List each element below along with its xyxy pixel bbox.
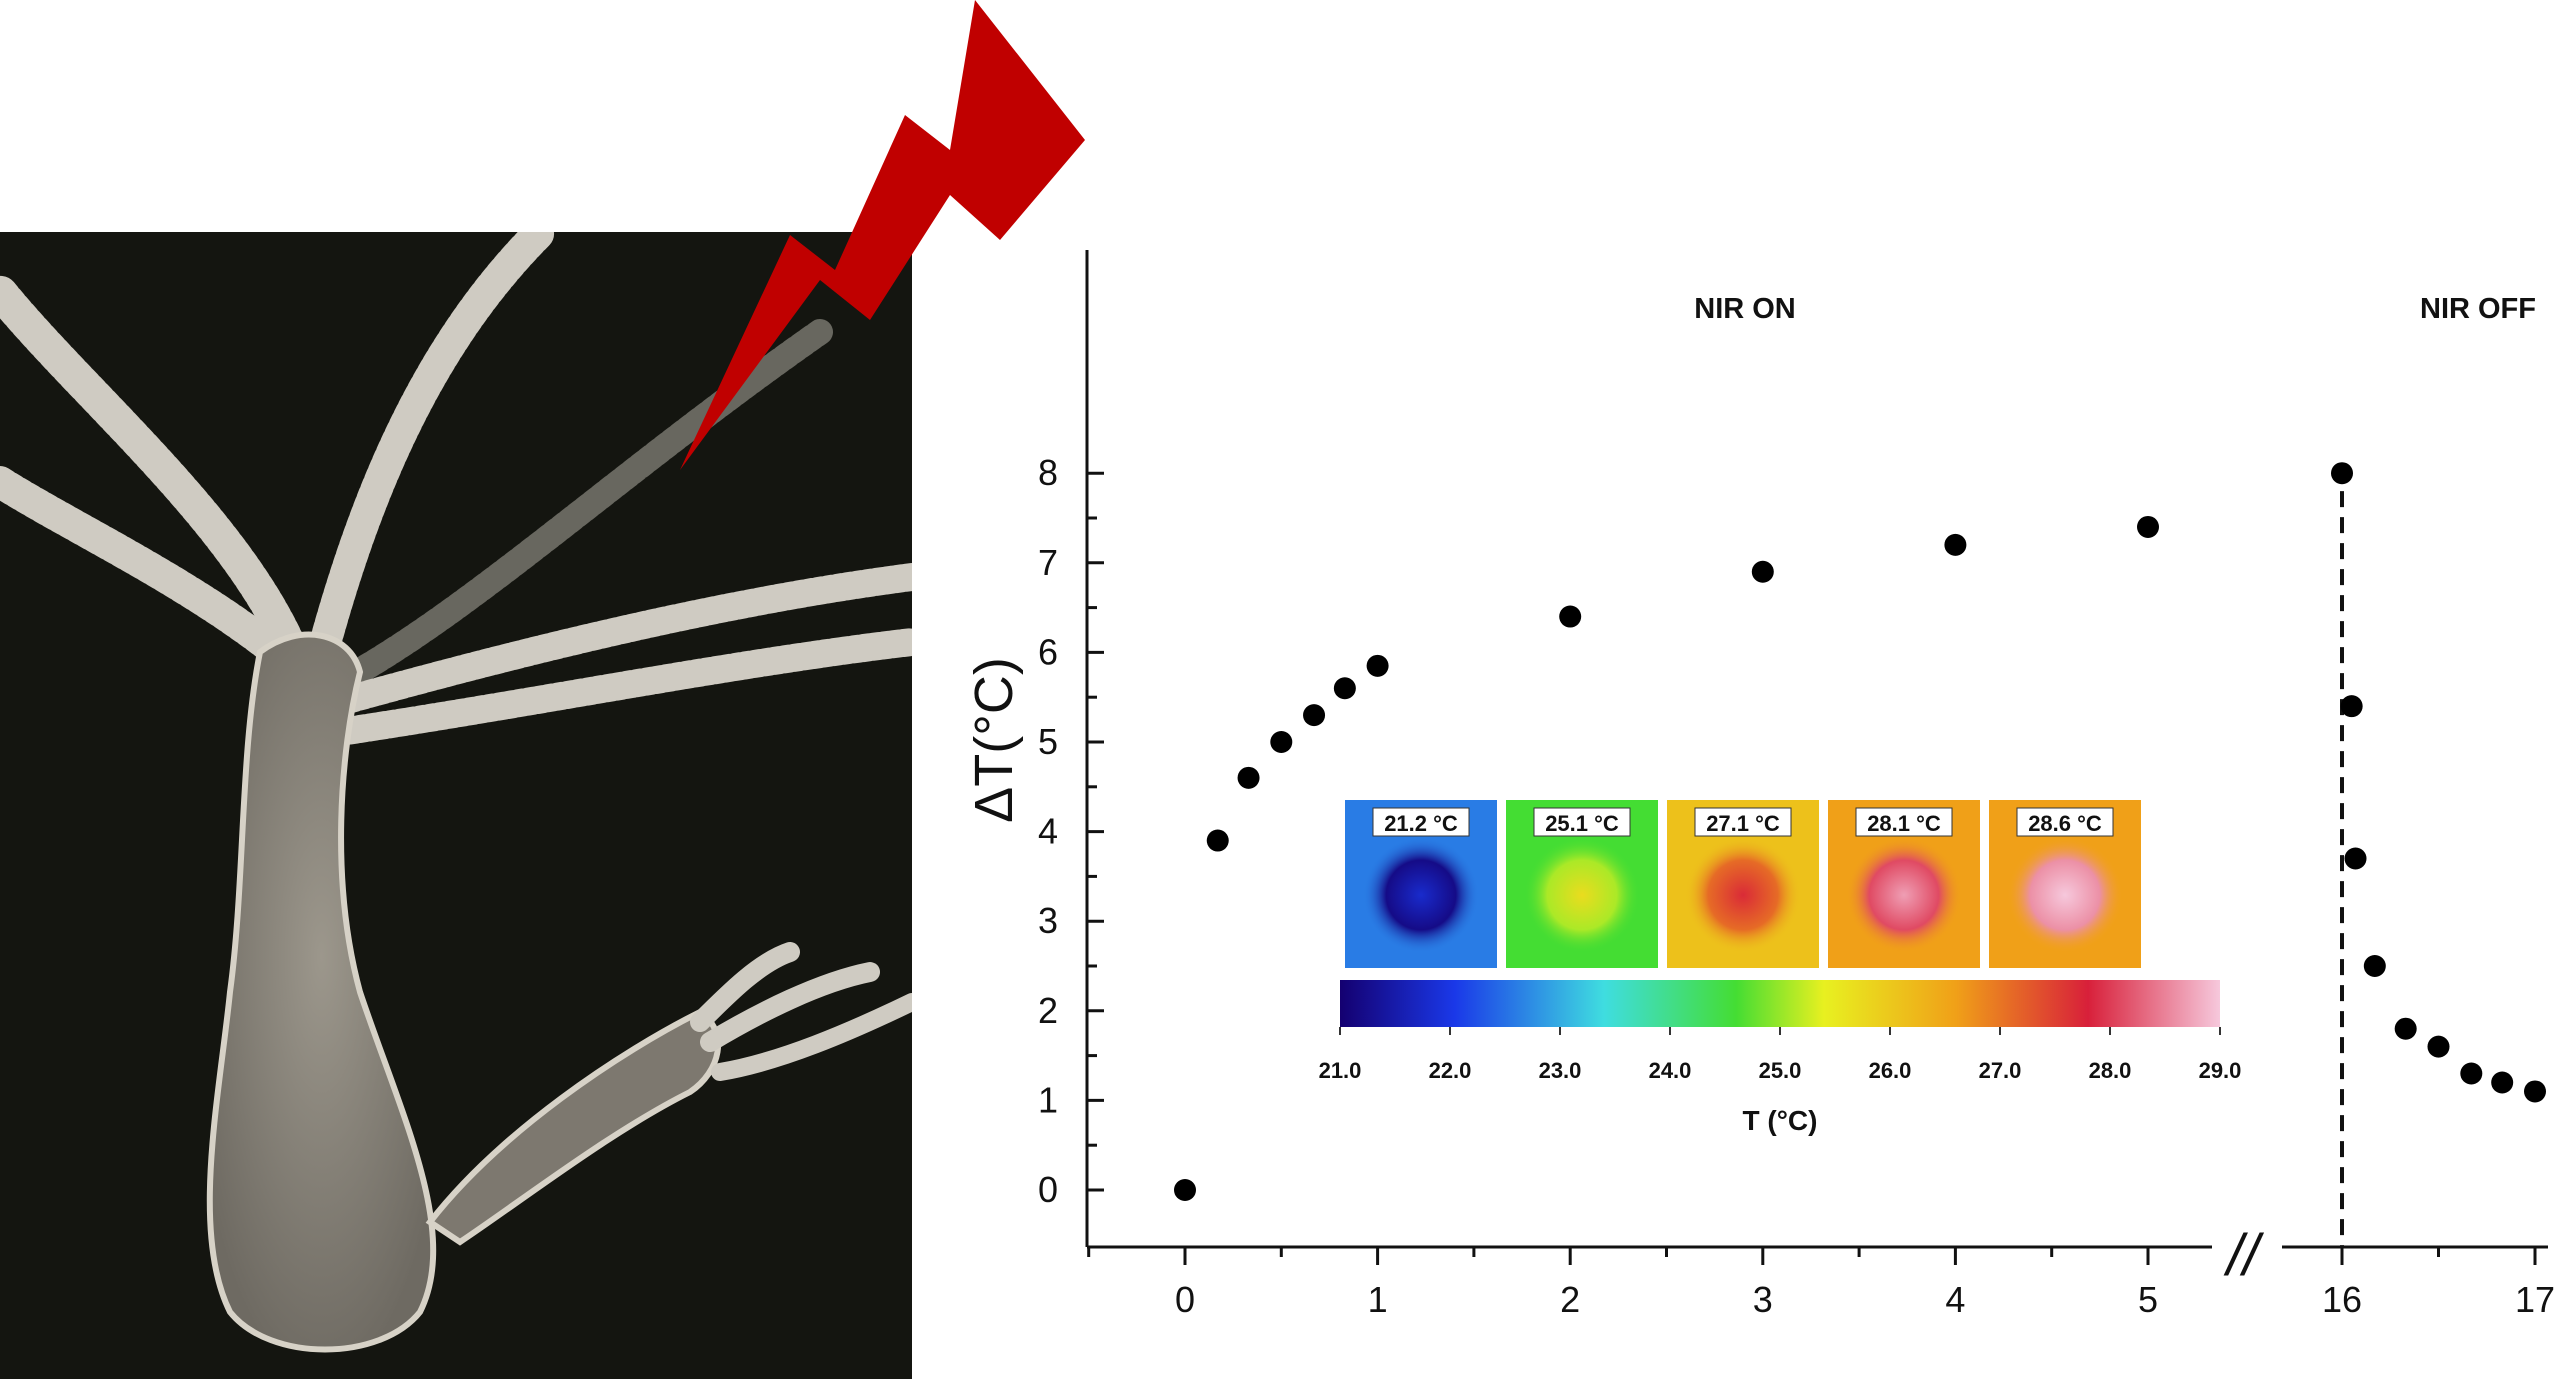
data-points — [1174, 462, 2546, 1201]
data-point — [1944, 533, 1967, 556]
data-point — [2344, 847, 2367, 870]
data-point — [1237, 766, 1260, 789]
thermal-image: 25.1 °C — [1506, 800, 1658, 968]
y-tick-label: 8 — [1038, 452, 1058, 493]
data-point — [2137, 515, 2159, 538]
lightning-bolt-icon — [680, 0, 1085, 470]
thermal-image-label: 25.1 °C — [1545, 811, 1619, 836]
hydra-photo — [0, 232, 912, 1379]
colorbar-tick-label: 21.0 — [1319, 1058, 1362, 1083]
colorbar-tick-label: 27.0 — [1979, 1058, 2022, 1083]
x-tick-label: 5 — [2138, 1279, 2158, 1320]
thermal-image: 28.1 °C — [1828, 800, 1980, 968]
colorbar-tick-label: 22.0 — [1429, 1058, 1472, 1083]
thermal-image: 27.1 °C — [1667, 800, 1819, 968]
annotation-nir-off: NIR OFF — [2420, 293, 2536, 325]
colorbar-ticks: 21.0 22.0 23.0 24.0 25.0 26.0 27.0 28.0 29.0 — [1319, 1027, 2242, 1083]
x-tick-label: 4 — [1945, 1279, 1965, 1320]
thermal-image-label: 27.1 °C — [1706, 811, 1780, 836]
colorbar-tick-label: 25.0 — [1759, 1058, 1802, 1083]
y-tick-label: 6 — [1038, 631, 1058, 672]
data-point — [2363, 955, 2386, 977]
data-point — [1366, 654, 1389, 677]
y-tick-label: 4 — [1038, 811, 1058, 852]
x-tick-label: 3 — [1753, 1279, 1773, 1320]
y-tick-label: 2 — [1038, 990, 1058, 1031]
thermal-image-label: 21.2 °C — [1384, 811, 1458, 836]
axis-break-glyph: // — [2223, 1223, 2265, 1288]
colorbar-tick-label: 23.0 — [1539, 1058, 1582, 1083]
data-point — [1270, 731, 1293, 753]
chart-annotations: NIR ON NIR OFF ΔT(°C) // — [964, 293, 2536, 1288]
data-point — [1206, 829, 1229, 852]
thermal-image: 28.6 °C — [1989, 800, 2141, 968]
chart-axes: 0 1 2 3 4 5 6 7 8 0 1 2 3 4 5 16 17 — [1038, 250, 2555, 1320]
data-point — [2491, 1071, 2514, 1094]
y-tick-label: 3 — [1038, 900, 1058, 941]
data-point — [2427, 1035, 2450, 1058]
y-tick-label: 1 — [1038, 1079, 1058, 1120]
hydra-tentacles — [0, 232, 912, 746]
colorbar-tick-label: 26.0 — [1869, 1058, 1912, 1083]
thermal-image-label: 28.1 °C — [1867, 811, 1941, 836]
data-point — [1303, 704, 1326, 727]
colorbar-tick-label: 29.0 — [2199, 1058, 2242, 1083]
x-tick-label: 1 — [1368, 1279, 1388, 1320]
thermal-inset: 21.2 °C 25.1 °C 27.1 °C 28.1 °C 28.6 °C — [1345, 800, 2141, 968]
y-axis-label: ΔT(°C) — [964, 657, 1024, 823]
y-tick-label: 5 — [1038, 721, 1058, 762]
colorbar-tick-label: 24.0 — [1649, 1058, 1692, 1083]
hydra-body — [206, 631, 437, 1353]
annotation-nir-on: NIR ON — [1694, 293, 1796, 325]
x-tick-label: 16 — [2322, 1279, 2362, 1320]
x-tick-label: 2 — [1560, 1279, 1580, 1320]
data-point — [1559, 605, 1582, 628]
data-point — [1751, 560, 1774, 583]
colorbar-label: T (°C) — [1743, 1105, 1818, 1136]
data-point — [2524, 1080, 2546, 1103]
data-point — [1174, 1179, 1196, 1201]
x-tick-label: 17 — [2515, 1279, 2555, 1320]
x-tick-label: 0 — [1175, 1279, 1195, 1320]
data-point — [2460, 1062, 2483, 1085]
data-point — [2394, 1017, 2417, 1040]
colorbar-tick-label: 28.0 — [2089, 1058, 2132, 1083]
thermal-image: 21.2 °C — [1345, 800, 1497, 968]
thermal-image-label: 28.6 °C — [2028, 811, 2102, 836]
colorbar — [1340, 980, 2220, 1027]
y-tick-label: 7 — [1038, 542, 1058, 583]
data-point — [2340, 695, 2363, 718]
data-point — [2331, 462, 2353, 485]
data-point — [1333, 677, 1356, 700]
y-tick-label: 0 — [1038, 1169, 1058, 1210]
